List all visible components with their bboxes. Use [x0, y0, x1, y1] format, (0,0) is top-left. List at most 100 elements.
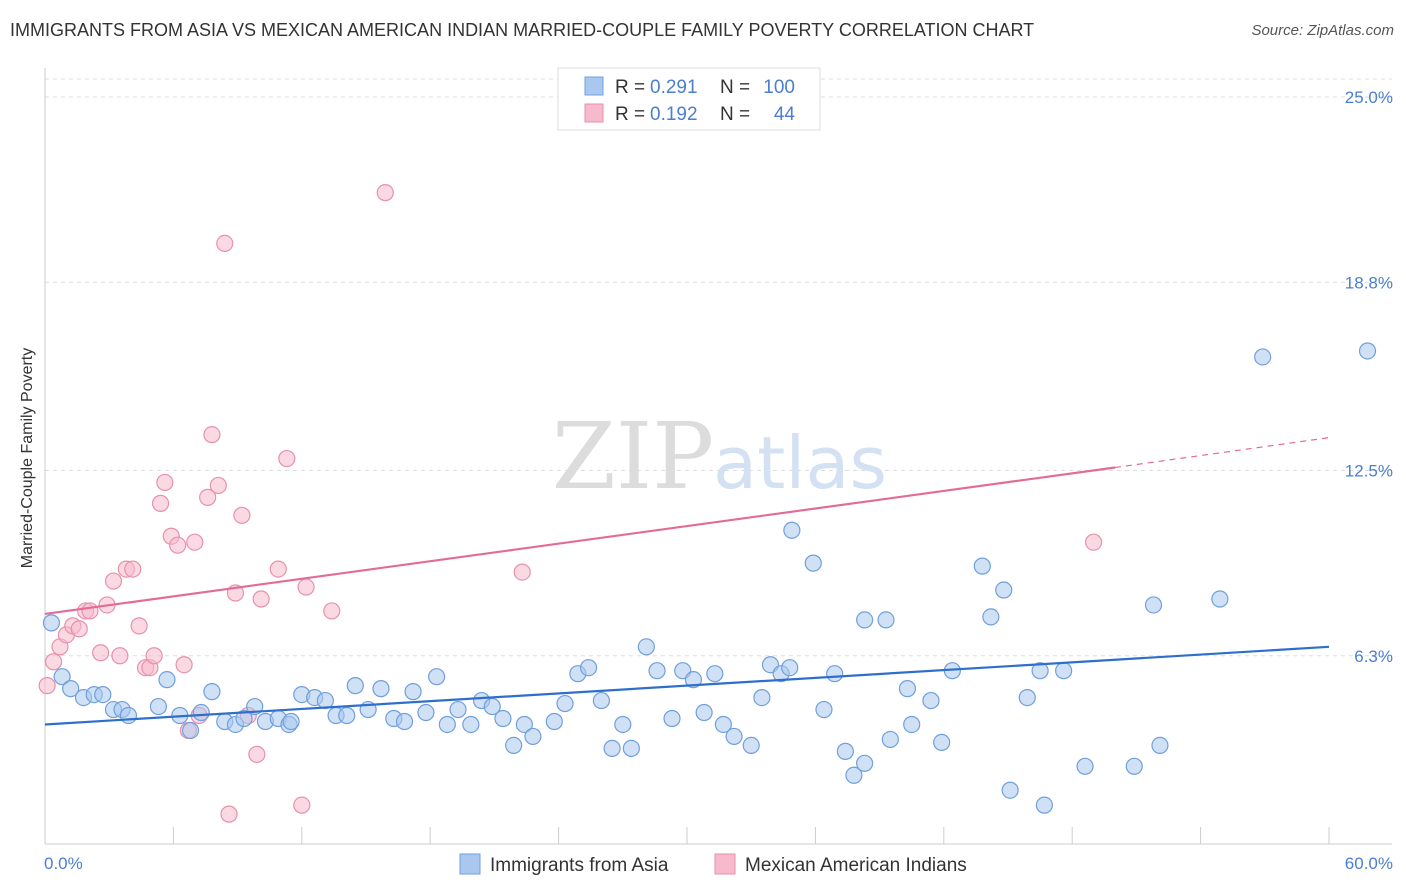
data-point: [70, 620, 88, 638]
source-label: Source: ZipAtlas.com: [1251, 22, 1394, 39]
data-point: [877, 611, 895, 629]
data-point: [881, 730, 899, 749]
data-point: [648, 662, 666, 680]
data-point: [505, 736, 523, 754]
data-point: [111, 647, 129, 665]
data-point: [1254, 348, 1272, 366]
data-point: [428, 668, 446, 686]
data-point: [494, 709, 512, 728]
data-point: [81, 602, 99, 620]
data-point: [1151, 736, 1169, 754]
watermark: ZIP atlas: [552, 403, 887, 510]
data-point: [199, 488, 217, 506]
data-point: [545, 712, 563, 731]
chart-title: IMMIGRANTS FROM ASIA VS MEXICAN AMERICAN…: [10, 20, 1035, 40]
data-point: [175, 656, 193, 674]
data-point: [145, 647, 163, 665]
data-point: [1144, 596, 1163, 614]
data-point: [376, 184, 394, 202]
y-tick-label: 18.8%: [1345, 273, 1393, 292]
tick-labels: 6.3% 12.5% 18.8% 25.0% 0.0% 60.0%: [44, 88, 1393, 873]
data-point: [278, 449, 296, 468]
data-point: [1055, 662, 1073, 680]
y-tick-label: 6.3%: [1354, 647, 1393, 666]
data-point: [783, 521, 801, 539]
stats-legend-swatch: [584, 76, 604, 96]
data-point: [449, 700, 467, 719]
x-tick-label-max: 60.0%: [1345, 854, 1393, 873]
n-label: N =: [720, 77, 750, 98]
data-point: [92, 644, 110, 662]
data-point: [684, 671, 703, 689]
stats-legend-swatch: [584, 103, 604, 123]
data-point: [130, 617, 148, 635]
data-point: [293, 796, 311, 814]
trend-line-extension: [1114, 437, 1330, 469]
n-label: N =: [720, 104, 750, 125]
data-point: [982, 608, 1000, 626]
series-legend-label: Mexican American Indians: [745, 855, 967, 876]
watermark-atlas: atlas: [713, 421, 887, 505]
data-point: [149, 697, 168, 716]
data-point: [524, 727, 542, 746]
data-point: [592, 691, 611, 710]
data-point: [995, 581, 1013, 599]
data-point: [903, 715, 921, 734]
data-point: [151, 494, 170, 512]
data-point: [220, 805, 238, 823]
watermark-zip: ZIP: [552, 403, 714, 510]
data-point: [252, 590, 270, 608]
data-point: [216, 234, 234, 253]
data-point: [483, 697, 501, 716]
r-value: 0.291: [650, 77, 698, 98]
data-point: [346, 677, 364, 695]
data-point: [209, 476, 227, 495]
data-point: [804, 554, 822, 572]
data-point: [826, 665, 844, 683]
data-point: [233, 506, 251, 524]
data-point: [169, 536, 187, 554]
data-point: [706, 665, 724, 683]
data-point: [922, 691, 940, 710]
data-point: [44, 653, 63, 671]
data-point: [973, 557, 991, 575]
data-point: [104, 572, 123, 590]
data-point: [53, 668, 71, 686]
data-point: [845, 766, 863, 784]
n-value: 100: [763, 77, 795, 98]
axes: [44, 68, 1392, 845]
stats-legend: R = 0.291 N = 100 R = 0.192 N = 44: [557, 67, 821, 131]
data-point: [856, 611, 874, 629]
data-point: [248, 745, 266, 763]
data-point: [836, 742, 854, 760]
series-legend: Immigrants from Asia Mexican American Ind…: [459, 853, 967, 876]
data-point: [438, 715, 456, 734]
data-point: [404, 683, 422, 701]
data-point: [753, 688, 771, 707]
trend-line-mexican-american-indians: [44, 466, 1116, 616]
data-point: [856, 754, 874, 772]
series-legend-swatch: [459, 853, 481, 875]
data-point: [742, 736, 760, 754]
x-tick-label-min: 0.0%: [44, 854, 83, 873]
data-point: [297, 578, 315, 596]
data-point: [158, 671, 176, 689]
data-point: [192, 703, 210, 722]
data-point: [714, 715, 732, 734]
data-point: [579, 659, 598, 677]
data-point: [62, 680, 80, 698]
data-point: [282, 712, 300, 731]
data-point: [556, 694, 574, 713]
data-point: [1358, 342, 1377, 360]
data-point: [38, 677, 56, 695]
data-point: [622, 739, 640, 757]
data-point: [203, 426, 221, 444]
data-point: [181, 721, 200, 740]
gridlines: [45, 78, 1392, 657]
data-point: [395, 712, 414, 731]
y-tick-label: 25.0%: [1345, 88, 1393, 107]
trend-lines: [44, 437, 1330, 726]
data-point: [695, 703, 713, 722]
data-point: [725, 727, 743, 746]
